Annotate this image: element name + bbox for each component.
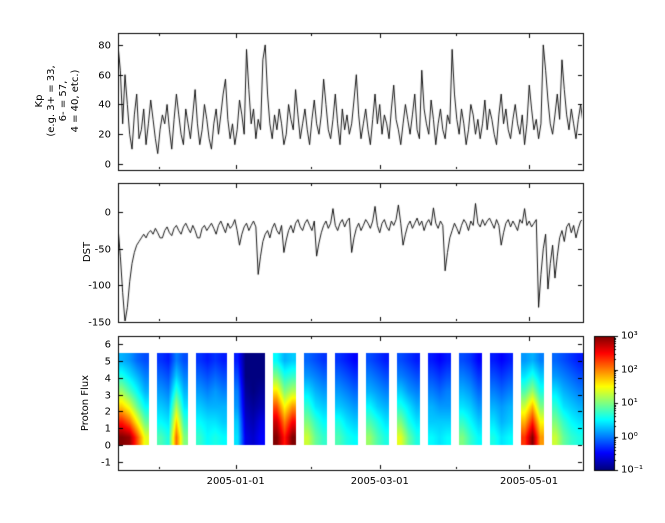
figure: Kp (e.g. 3+ = 33, 6- = 57, 4 = 40, etc.)… <box>0 0 665 523</box>
chart-canvas <box>0 0 665 523</box>
